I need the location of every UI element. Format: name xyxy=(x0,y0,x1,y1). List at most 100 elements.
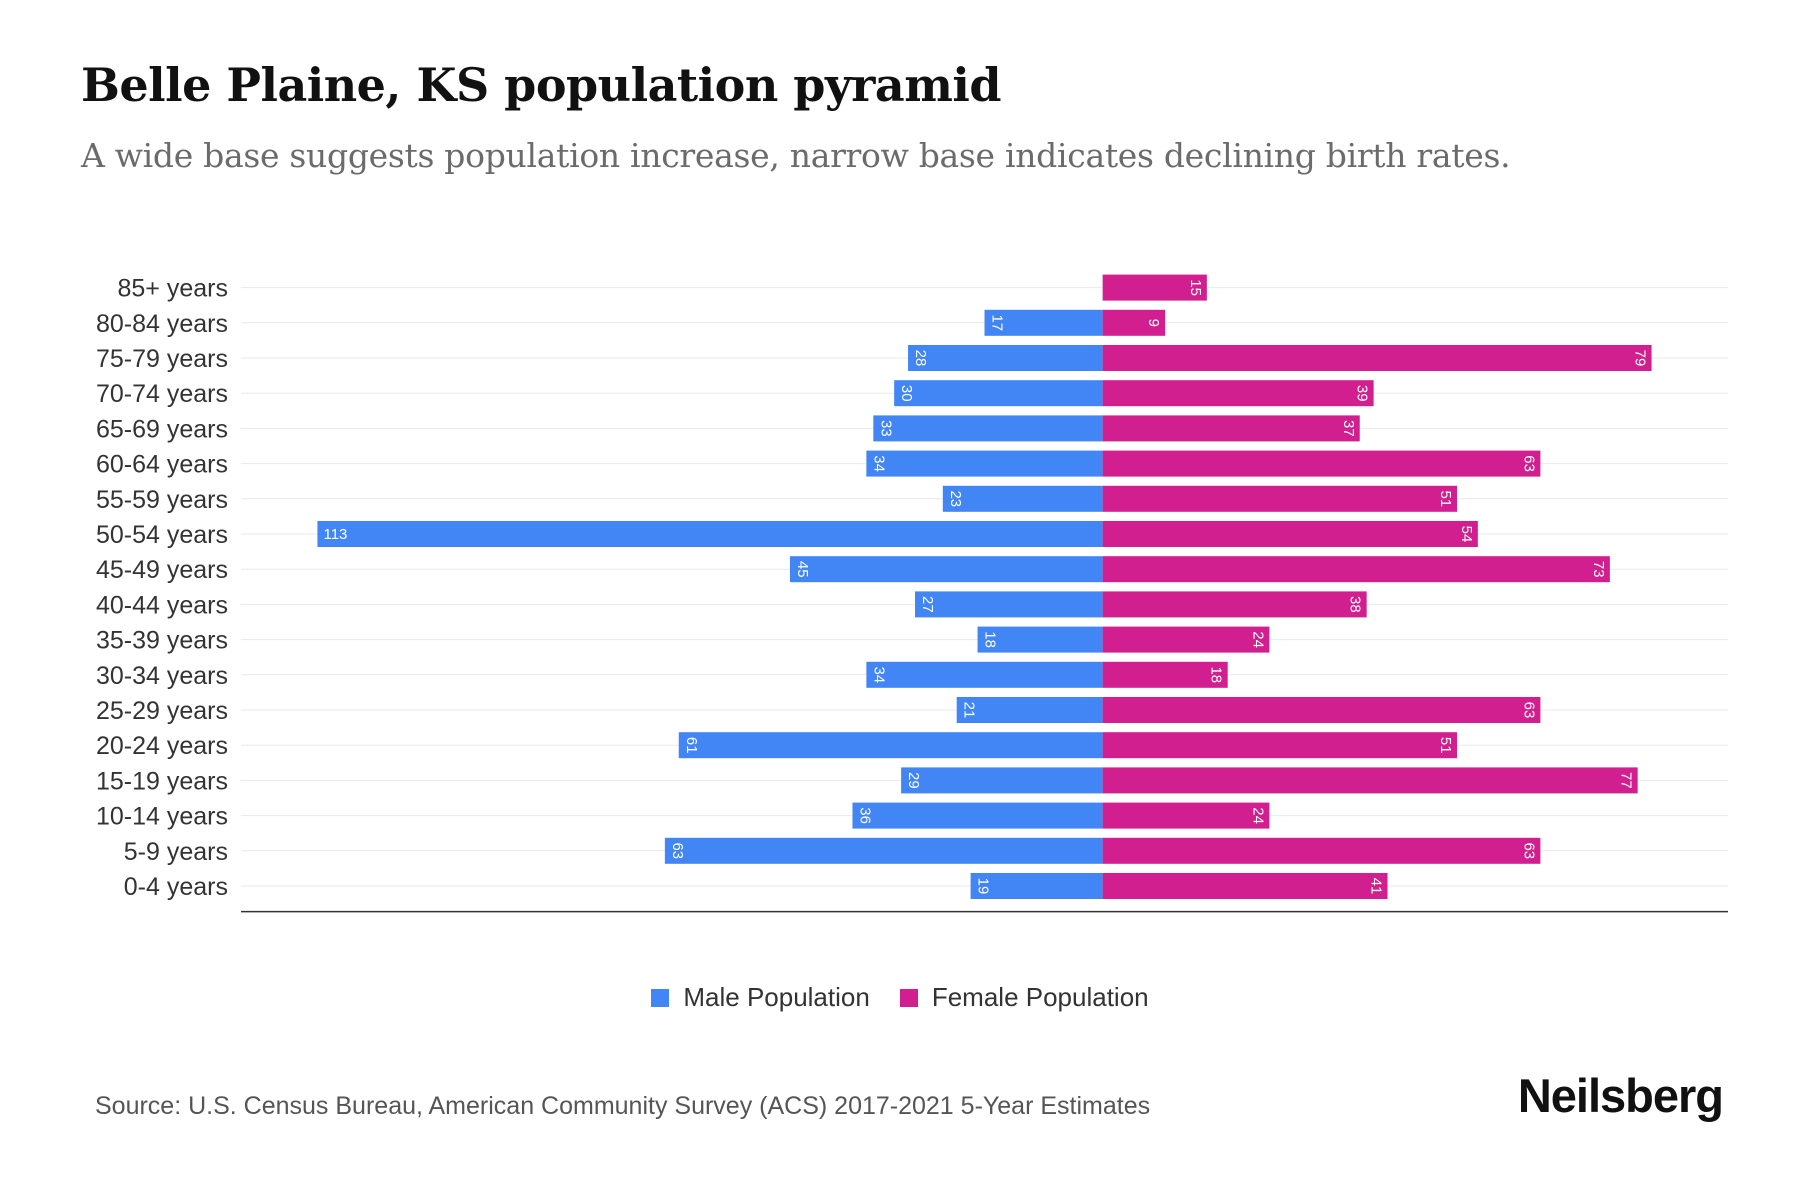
category-label: 25-29 years xyxy=(96,697,228,725)
female-value-label: 24 xyxy=(1249,631,1266,648)
female-bar xyxy=(1102,591,1367,618)
legend-label-male: Male Population xyxy=(683,982,870,1012)
female-value-label: 41 xyxy=(1368,878,1385,895)
female-bar xyxy=(1102,837,1541,864)
female-value-label: 51 xyxy=(1437,490,1454,507)
female-bar xyxy=(1102,556,1610,583)
male-value-label: 29 xyxy=(905,772,922,789)
male-value-label: 34 xyxy=(870,666,887,683)
legend-item-male: Male Population xyxy=(651,982,870,1013)
female-value-label: 73 xyxy=(1590,561,1607,578)
male-value-label: 17 xyxy=(989,314,1006,331)
female-value-label: 77 xyxy=(1618,772,1635,789)
female-bar xyxy=(1102,274,1207,301)
category-label: 40-44 years xyxy=(96,591,228,619)
female-value-label: 63 xyxy=(1520,455,1537,472)
category-label: 15-19 years xyxy=(96,767,228,795)
male-bar xyxy=(866,661,1103,688)
male-bar xyxy=(915,591,1103,618)
category-label: 5-9 years xyxy=(124,838,228,866)
female-value-label: 38 xyxy=(1347,596,1364,613)
female-bar xyxy=(1102,521,1478,547)
male-bar xyxy=(789,556,1103,583)
category-label: 65-69 years xyxy=(96,415,228,443)
legend-swatch-male xyxy=(651,988,670,1007)
chart-title: Belle Plaine, KS population pyramid xyxy=(81,58,1002,112)
male-value-label: 23 xyxy=(947,490,964,507)
brand-logo: Neilsberg xyxy=(1517,1069,1724,1122)
male-bar xyxy=(970,873,1103,899)
male-bar xyxy=(984,309,1103,336)
male-bar xyxy=(956,697,1103,723)
category-label: 35-39 years xyxy=(96,627,228,655)
male-bar xyxy=(852,802,1103,829)
male-value-label: 28 xyxy=(912,350,929,367)
female-bar xyxy=(1102,802,1270,829)
category-label: 55-59 years xyxy=(96,486,228,514)
female-value-label: 51 xyxy=(1437,737,1454,754)
female-bar xyxy=(1102,415,1360,442)
chart-subtitle: A wide base suggests population increase… xyxy=(81,136,1511,175)
legend-item-female: Female Population xyxy=(899,982,1149,1013)
category-label: 70-74 years xyxy=(96,380,228,408)
female-value-label: 63 xyxy=(1520,842,1537,859)
female-bar xyxy=(1102,380,1374,407)
male-value-label: 113 xyxy=(323,526,347,543)
female-value-label: 9 xyxy=(1145,319,1162,327)
legend-swatch-female xyxy=(899,988,918,1007)
male-bar xyxy=(901,767,1103,794)
female-value-label: 37 xyxy=(1340,420,1357,437)
category-label: 85+ years xyxy=(118,275,229,303)
female-value-label: 63 xyxy=(1520,702,1537,719)
male-bar xyxy=(317,521,1103,547)
male-value-label: 19 xyxy=(975,878,992,895)
category-label: 60-64 years xyxy=(96,451,228,479)
male-value-label: 18 xyxy=(982,631,999,648)
category-label: 0-4 years xyxy=(124,873,228,901)
female-bar xyxy=(1102,450,1541,477)
male-bar xyxy=(977,626,1103,653)
male-bar xyxy=(678,732,1103,759)
male-value-label: 63 xyxy=(669,842,686,859)
female-bar xyxy=(1102,697,1541,723)
female-bar xyxy=(1102,661,1228,688)
chart-legend: Male Population Female Population xyxy=(0,982,1800,1013)
female-value-label: 15 xyxy=(1187,279,1204,296)
source-note: Source: U.S. Census Bureau, American Com… xyxy=(95,1092,1151,1120)
male-value-label: 30 xyxy=(898,385,915,402)
male-value-label: 36 xyxy=(857,807,874,824)
male-value-label: 34 xyxy=(870,455,887,472)
female-bar xyxy=(1102,309,1166,336)
male-value-label: 33 xyxy=(877,420,894,437)
female-value-label: 24 xyxy=(1249,807,1266,824)
category-label: 45-49 years xyxy=(96,556,228,584)
male-bar xyxy=(664,837,1103,864)
category-label: 20-24 years xyxy=(96,732,228,760)
female-bar xyxy=(1102,767,1638,794)
category-label: 50-54 years xyxy=(96,521,228,549)
category-label: 80-84 years xyxy=(96,310,228,338)
male-value-label: 21 xyxy=(961,702,978,719)
male-bar xyxy=(866,450,1103,477)
female-bar xyxy=(1102,873,1388,899)
female-bar xyxy=(1102,485,1458,512)
female-bar xyxy=(1102,732,1458,759)
male-bar xyxy=(908,345,1103,371)
female-bar xyxy=(1102,626,1270,653)
male-bar xyxy=(894,380,1103,407)
male-bar xyxy=(942,485,1103,512)
female-value-label: 18 xyxy=(1208,666,1225,683)
population-pyramid-chart: 85+ years 15 80-84 years 17 9 75-79 years 28 79… xyxy=(96,274,1728,913)
female-value-label: 39 xyxy=(1354,385,1371,402)
male-bar xyxy=(873,415,1103,442)
category-label: 10-14 years xyxy=(96,803,228,831)
legend-label-female: Female Population xyxy=(931,982,1149,1012)
female-value-label: 54 xyxy=(1458,526,1475,543)
male-value-label: 45 xyxy=(794,561,811,578)
male-value-label: 27 xyxy=(919,596,936,613)
female-bar xyxy=(1102,345,1652,371)
category-label: 30-34 years xyxy=(96,662,228,690)
female-value-label: 79 xyxy=(1632,350,1649,367)
category-label: 75-79 years xyxy=(96,345,228,373)
male-value-label: 61 xyxy=(683,737,700,754)
